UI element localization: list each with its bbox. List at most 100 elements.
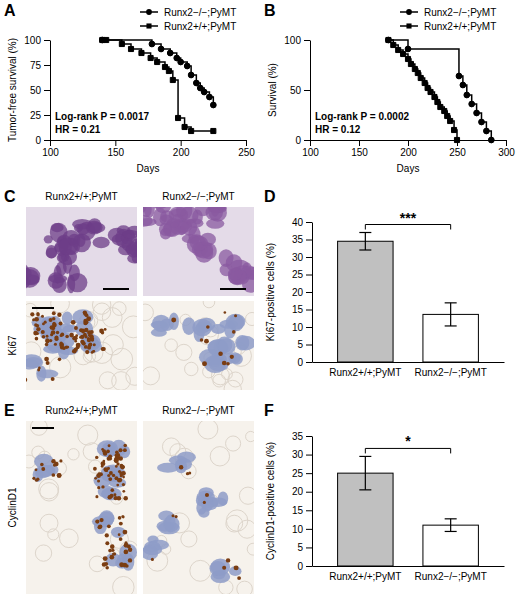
- tick: 25: [292, 468, 312, 479]
- tick-label: 10: [292, 322, 304, 333]
- survival-line: [388, 40, 457, 140]
- image-texture: [78, 425, 98, 445]
- image-texture: [49, 318, 53, 322]
- image-texture: [94, 477, 97, 480]
- image-texture: [42, 335, 45, 338]
- tick: 50: [30, 85, 50, 96]
- tick-label: 0: [297, 357, 303, 368]
- marker: [178, 59, 184, 65]
- micrograph: [26, 301, 137, 390]
- error-bar: [445, 303, 457, 326]
- image-texture: [192, 319, 212, 336]
- image-texture: [122, 483, 125, 486]
- image-texture: [121, 563, 124, 566]
- image-texture: [108, 549, 112, 553]
- tick: Runx2+/+;PyMT: [329, 566, 401, 582]
- axis-line: [312, 223, 313, 363]
- panel-letter: C: [4, 188, 16, 205]
- image-texture: [80, 340, 84, 344]
- image-texture: [33, 331, 38, 336]
- tick-label: Runx2+/+;PyMT: [329, 367, 401, 378]
- image-texture: [123, 444, 127, 448]
- tick-mark: [306, 547, 312, 548]
- tick-label: 5: [297, 339, 303, 350]
- image-texture: [107, 495, 112, 500]
- image-texture: [160, 215, 173, 225]
- image-texture: [229, 566, 241, 576]
- image-texture: [49, 275, 68, 283]
- tick: 25: [30, 110, 50, 121]
- image-texture: [122, 316, 137, 338]
- image-texture: [95, 495, 98, 498]
- marker: [211, 128, 216, 133]
- error-cap: [445, 302, 457, 303]
- tick-label: 300: [498, 147, 515, 158]
- image-texture: [99, 472, 103, 476]
- axis-line: [51, 140, 247, 141]
- image-texture: [40, 463, 44, 467]
- axis-line: [313, 566, 505, 567]
- marker: [432, 94, 437, 99]
- scale-bar: [103, 288, 129, 290]
- tick-label: 25: [292, 269, 304, 280]
- tick-mark: [306, 510, 312, 511]
- image-texture: [185, 362, 198, 375]
- image-texture: [85, 320, 89, 324]
- error-cap: [445, 531, 457, 532]
- image-texture: [203, 501, 206, 504]
- tick: 300: [498, 140, 515, 158]
- marker: [428, 89, 433, 94]
- image-texture: [104, 328, 107, 331]
- tick: 15: [292, 304, 312, 315]
- axis: Runx2+/+;PyMTRunx2−/−;PyMT: [313, 566, 505, 582]
- image-texture: [126, 367, 137, 385]
- image-texture: [179, 465, 183, 469]
- marker: [170, 77, 175, 82]
- image-texture: [143, 546, 158, 560]
- image-texture: [93, 237, 110, 248]
- annotation: Log-rank P = 0.0017: [55, 111, 149, 122]
- error-cap: [445, 325, 457, 326]
- image-texture: [58, 358, 62, 362]
- image-texture: [208, 356, 221, 367]
- image-texture: [51, 459, 55, 463]
- image-texture: [52, 322, 55, 325]
- plot-area: [386, 37, 495, 143]
- image-texture: [36, 478, 39, 481]
- marker: [188, 72, 194, 78]
- image-texture: [119, 522, 123, 526]
- tick-label: 25: [292, 468, 304, 479]
- axis: 100150200250300: [302, 140, 515, 158]
- image-texture: [99, 510, 114, 526]
- axis: 0255075100: [24, 35, 50, 146]
- image-texture: [117, 478, 121, 482]
- panel-letter: B: [264, 2, 276, 19]
- marker: [456, 73, 462, 79]
- tick-mark: [50, 140, 51, 146]
- image-texture: [66, 346, 69, 349]
- image-texture: [101, 487, 122, 500]
- tick-mark: [306, 327, 312, 328]
- marker: [119, 41, 124, 46]
- image-texture: [76, 223, 89, 235]
- marker: [184, 63, 190, 69]
- image-texture: [234, 314, 237, 317]
- error-bar: [445, 519, 457, 532]
- marker: [201, 89, 207, 95]
- panel-letter: F: [264, 402, 274, 419]
- tick-mark: [306, 292, 312, 293]
- tick: 5: [297, 542, 312, 553]
- image-texture: [87, 338, 91, 342]
- image-texture: [79, 336, 82, 339]
- image-texture: [124, 550, 129, 555]
- error-cap: [359, 456, 371, 457]
- marker: [155, 59, 160, 64]
- marker: [442, 108, 447, 113]
- tick-label: 5: [297, 542, 303, 553]
- image-texture: [203, 301, 215, 308]
- image-texture: [160, 228, 171, 240]
- image-texture: [108, 477, 112, 481]
- marker: [488, 137, 494, 143]
- image-texture: [172, 514, 175, 517]
- marker: [166, 68, 171, 73]
